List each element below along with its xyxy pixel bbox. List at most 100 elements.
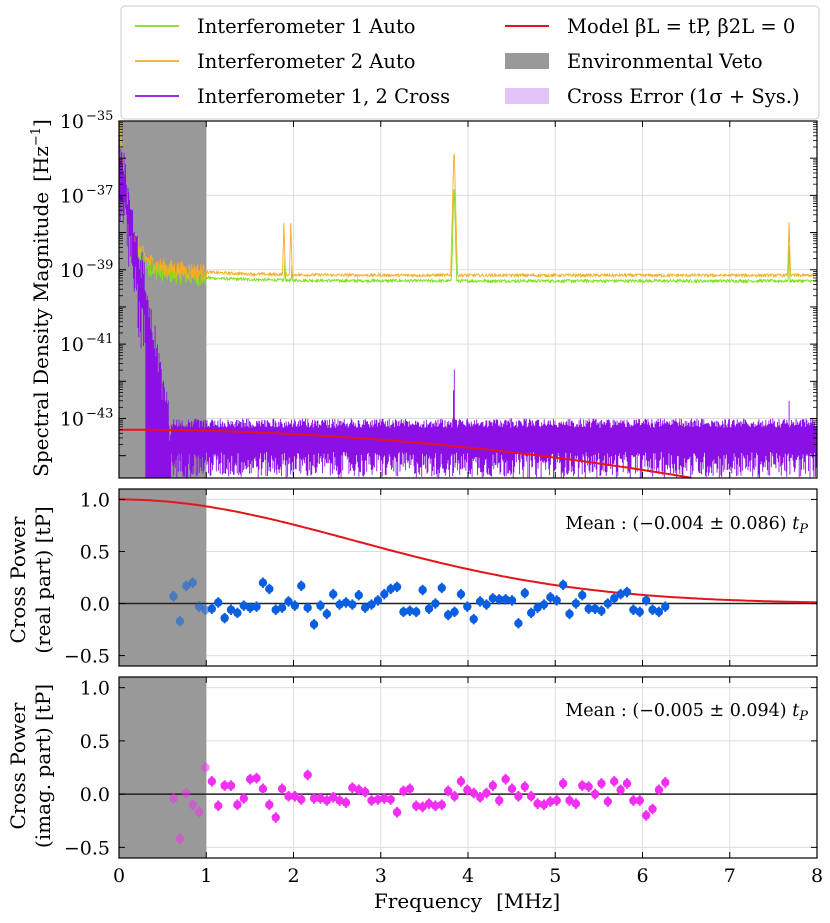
legend-frame xyxy=(120,5,820,120)
data-marker xyxy=(207,777,217,786)
data-marker xyxy=(214,801,223,811)
y-axis-label-unit: [Hz xyxy=(29,146,53,182)
data-point xyxy=(290,600,300,611)
data-marker xyxy=(412,607,421,617)
data-marker xyxy=(175,834,185,844)
data-marker xyxy=(539,800,549,809)
y-axis-ticks: 1.0 0.5 0.0 −0.5 xyxy=(64,489,817,668)
data-point xyxy=(507,595,517,606)
data-marker xyxy=(603,797,613,806)
data-marker xyxy=(597,606,606,616)
y-axis-label: Spectral Density Magnitude [Hz−1] xyxy=(29,119,53,477)
data-point xyxy=(495,594,504,605)
data-marker xyxy=(284,792,293,801)
environmental-veto-region xyxy=(119,677,207,858)
data-marker xyxy=(277,784,287,793)
data-point xyxy=(201,762,210,773)
data-point xyxy=(578,589,587,601)
data-marker xyxy=(495,796,504,805)
data-point xyxy=(648,803,657,815)
data-point xyxy=(456,776,466,787)
data-marker xyxy=(661,602,670,611)
mean-annotation-sub: P xyxy=(798,522,808,537)
data-marker xyxy=(648,605,657,614)
data-point xyxy=(194,601,204,612)
data-point xyxy=(405,605,415,617)
data-point xyxy=(565,795,574,806)
data-point xyxy=(539,799,549,811)
data-marker xyxy=(463,785,472,795)
cross-imag-panel: 1.0 0.5 0.0 −0.5 Mean : (−0.005 ± 0.094) tP… xyxy=(6,676,818,859)
data-marker xyxy=(360,603,370,612)
data-point xyxy=(386,794,395,805)
data-marker xyxy=(654,607,664,617)
data-point xyxy=(431,800,440,812)
x-tick-label: 1 xyxy=(200,865,212,887)
data-marker xyxy=(635,796,644,805)
data-point xyxy=(335,795,344,806)
data-marker xyxy=(418,585,427,595)
data-marker xyxy=(239,601,248,610)
data-point xyxy=(469,787,478,799)
data-point xyxy=(226,604,236,615)
data-point xyxy=(584,781,593,792)
data-marker xyxy=(188,578,197,587)
data-point xyxy=(418,584,427,596)
data-marker xyxy=(380,794,389,803)
data-point xyxy=(443,785,453,797)
data-point xyxy=(463,601,472,612)
data-marker xyxy=(316,601,325,610)
data-marker xyxy=(526,608,536,618)
y-axis-label-main: Spectral Density Magnitude xyxy=(29,192,53,477)
y-axis-label-unit-exp: −1 xyxy=(29,127,44,146)
mean-annotation-unit: t xyxy=(792,701,800,721)
data-point xyxy=(297,794,306,805)
data-point xyxy=(661,777,670,788)
data-marker xyxy=(335,796,344,805)
interferometer-1-auto-series xyxy=(118,126,817,287)
data-marker xyxy=(169,794,178,803)
data-marker xyxy=(488,781,498,790)
data-point xyxy=(348,599,357,610)
data-point xyxy=(239,793,248,804)
cross-real-points xyxy=(169,577,670,630)
data-point xyxy=(188,799,197,811)
data-marker xyxy=(360,787,370,797)
data-marker xyxy=(367,796,376,805)
y-tick-label-exp: −39 xyxy=(86,258,113,273)
data-point xyxy=(469,613,478,625)
data-point xyxy=(265,799,274,811)
data-marker xyxy=(405,784,415,793)
data-point xyxy=(169,793,178,804)
data-marker xyxy=(546,593,555,602)
data-marker xyxy=(405,606,415,616)
data-marker xyxy=(571,799,581,808)
data-marker xyxy=(584,782,593,791)
data-marker xyxy=(271,605,280,614)
data-marker xyxy=(431,801,440,811)
data-marker xyxy=(622,587,632,597)
data-point xyxy=(648,604,657,615)
data-marker xyxy=(194,602,204,611)
data-point xyxy=(348,782,357,794)
data-point xyxy=(514,790,523,802)
data-marker xyxy=(316,794,325,803)
data-marker xyxy=(565,796,574,805)
data-marker xyxy=(309,794,319,803)
data-marker xyxy=(424,799,434,808)
data-marker xyxy=(309,620,319,629)
data-point xyxy=(558,579,568,590)
data-point xyxy=(405,783,415,795)
data-marker xyxy=(290,601,300,610)
y-tick-label: 1.0 xyxy=(80,489,110,511)
data-marker xyxy=(539,600,549,609)
data-marker xyxy=(514,619,523,628)
data-point xyxy=(258,783,268,795)
legend-entry-interferometer-1-auto: Interferometer 1 Auto xyxy=(135,15,416,38)
data-marker xyxy=(354,591,363,600)
data-marker xyxy=(507,784,517,793)
data-point xyxy=(488,780,498,791)
data-marker xyxy=(469,788,478,798)
data-marker xyxy=(603,599,613,608)
data-marker xyxy=(284,597,293,606)
